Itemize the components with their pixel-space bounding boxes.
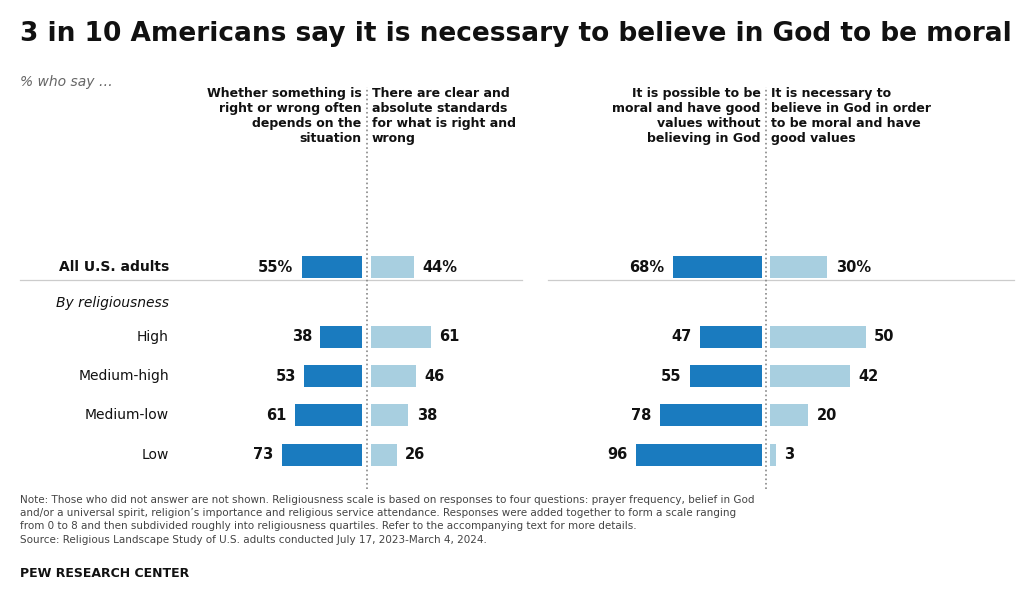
Text: High: High bbox=[137, 330, 169, 344]
Text: 26: 26 bbox=[404, 447, 425, 462]
Text: 30%: 30% bbox=[836, 260, 870, 275]
Text: Medium-low: Medium-low bbox=[85, 409, 169, 422]
Text: 20: 20 bbox=[816, 408, 837, 423]
Text: 96: 96 bbox=[607, 447, 628, 462]
Text: 61: 61 bbox=[266, 408, 287, 423]
Text: It is necessary to
believe in God in order
to be moral and have
good values: It is necessary to believe in God in ord… bbox=[771, 87, 931, 145]
Text: 73: 73 bbox=[253, 447, 273, 462]
Text: 50: 50 bbox=[874, 329, 895, 344]
Text: 61: 61 bbox=[439, 329, 460, 344]
Text: 47: 47 bbox=[672, 329, 692, 344]
Text: All U.S. adults: All U.S. adults bbox=[58, 260, 169, 274]
Text: % who say …: % who say … bbox=[20, 75, 114, 89]
Text: 53: 53 bbox=[275, 368, 296, 383]
Text: 3 in 10 Americans say it is necessary to believe in God to be moral: 3 in 10 Americans say it is necessary to… bbox=[20, 21, 1013, 47]
Text: 46: 46 bbox=[425, 368, 444, 383]
Text: Note: Those who did not answer are not shown. Religiousness scale is based on re: Note: Those who did not answer are not s… bbox=[20, 495, 755, 545]
Text: 38: 38 bbox=[417, 408, 437, 423]
Text: By religiousness: By religiousness bbox=[56, 296, 169, 310]
Text: PEW RESEARCH CENTER: PEW RESEARCH CENTER bbox=[20, 567, 189, 580]
Text: Medium-high: Medium-high bbox=[78, 369, 169, 383]
Text: Low: Low bbox=[141, 448, 169, 461]
Text: 38: 38 bbox=[292, 329, 312, 344]
Text: It is possible to be
moral and have good
values without
believing in God: It is possible to be moral and have good… bbox=[612, 87, 761, 145]
Text: There are clear and
absolute standards
for what is right and
wrong: There are clear and absolute standards f… bbox=[372, 87, 516, 145]
Text: 55: 55 bbox=[662, 368, 682, 383]
Text: 3: 3 bbox=[784, 447, 794, 462]
Text: 68%: 68% bbox=[630, 260, 665, 275]
Text: 42: 42 bbox=[859, 368, 879, 383]
Text: Whether something is
right or wrong often
depends on the
situation: Whether something is right or wrong ofte… bbox=[207, 87, 361, 145]
Text: 44%: 44% bbox=[423, 260, 458, 275]
Text: 55%: 55% bbox=[258, 260, 294, 275]
Text: 78: 78 bbox=[631, 408, 651, 423]
